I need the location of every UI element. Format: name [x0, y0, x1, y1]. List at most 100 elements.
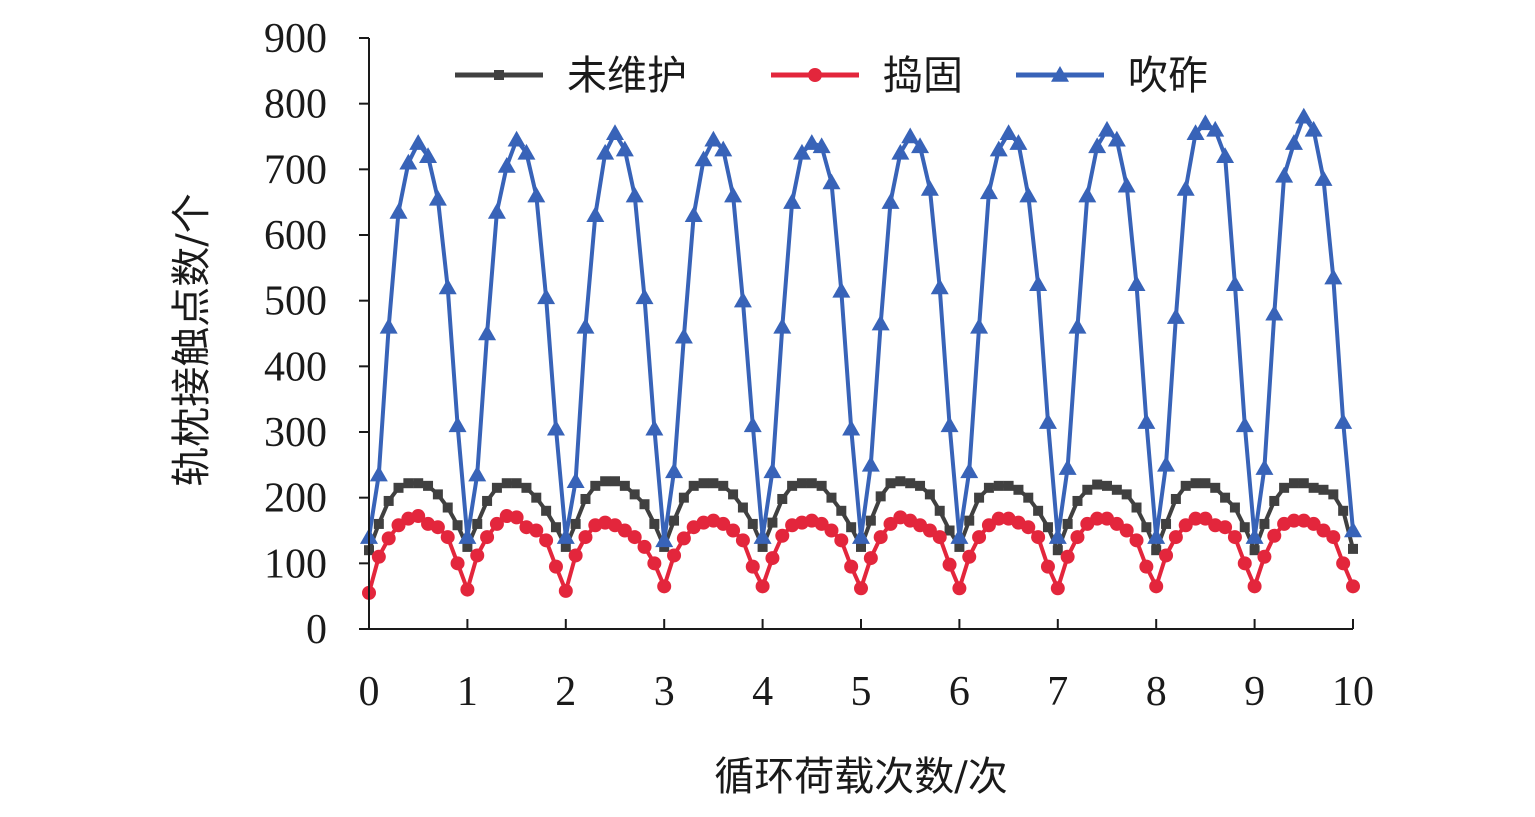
data-point — [765, 551, 780, 566]
data-point — [1348, 543, 1358, 554]
data-point — [1119, 523, 1134, 538]
data-point — [600, 476, 611, 487]
data-point — [1052, 545, 1063, 556]
y-ticks: 0 100 200 300 400 500 600 700 800 900 — [264, 16, 369, 653]
data-point — [981, 518, 996, 533]
x-tick-label: 8 — [1146, 669, 1167, 715]
data-point — [1013, 484, 1024, 495]
data-point — [1245, 528, 1264, 544]
data-point — [989, 140, 1008, 157]
data-point — [578, 530, 593, 545]
data-point — [669, 515, 680, 526]
data-point — [1304, 120, 1323, 137]
data-point — [1286, 513, 1301, 528]
data-point — [1117, 176, 1136, 193]
data-point — [1078, 186, 1097, 203]
data-point — [816, 480, 827, 491]
x-ticks: 0 1 2 3 4 5 6 7 8 9 10 — [359, 619, 1374, 715]
data-point — [728, 489, 739, 500]
plot-area — [360, 107, 1362, 600]
data-point — [430, 520, 445, 535]
data-point — [962, 549, 977, 564]
data-point — [1326, 530, 1341, 545]
data-point — [625, 186, 644, 203]
data-point — [714, 140, 733, 157]
data-point — [491, 482, 502, 493]
data-point — [846, 522, 857, 533]
data-point — [472, 518, 483, 529]
data-point — [558, 583, 573, 598]
data-point — [678, 492, 689, 503]
x-tick-label: 7 — [1047, 669, 1068, 715]
data-point — [1229, 502, 1240, 513]
data-point — [428, 189, 447, 206]
x-tick-label: 10 — [1332, 669, 1374, 715]
data-point — [1218, 520, 1233, 535]
data-point — [1038, 413, 1057, 429]
data-point — [726, 523, 741, 538]
x-tick-label: 6 — [949, 669, 970, 715]
data-point — [1168, 530, 1183, 545]
data-point — [891, 143, 910, 160]
data-point — [1210, 482, 1221, 493]
data-point — [954, 541, 965, 552]
data-point — [844, 559, 859, 574]
legend-label: 吹砟 — [1128, 53, 1208, 99]
data-point — [688, 480, 699, 491]
data-point — [885, 478, 896, 489]
data-point — [1170, 493, 1181, 504]
data-point — [1088, 137, 1107, 154]
data-point — [735, 533, 750, 548]
data-point — [627, 530, 642, 545]
data-point — [834, 533, 849, 548]
data-point — [1023, 492, 1034, 503]
data-point — [541, 505, 552, 516]
data-point — [478, 324, 497, 341]
data-point — [1149, 579, 1164, 594]
legend-label: 未维护 — [567, 53, 687, 99]
legend: 未维护 捣固 吹砟 — [455, 53, 1208, 99]
data-point — [757, 541, 768, 552]
series-3 — [360, 107, 1362, 548]
data-point — [580, 493, 591, 504]
data-point — [964, 515, 975, 526]
data-point — [403, 478, 414, 489]
data-point — [1314, 170, 1333, 186]
data-point — [915, 480, 926, 491]
data-point — [511, 478, 522, 489]
data-point — [517, 143, 536, 160]
data-point — [993, 480, 1004, 491]
data-point — [814, 516, 829, 531]
data-point — [747, 518, 758, 529]
data-point — [920, 180, 939, 196]
data-point — [489, 516, 504, 531]
data-point — [566, 472, 585, 488]
data-point — [1098, 120, 1116, 137]
data-point — [826, 492, 837, 503]
data-point — [548, 559, 563, 574]
data-point — [979, 183, 998, 200]
data-point — [617, 523, 632, 538]
data-point — [1157, 455, 1176, 472]
data-point — [639, 499, 650, 510]
data-point — [796, 478, 807, 489]
data-point — [1121, 489, 1132, 500]
data-point — [1346, 579, 1360, 594]
data-point — [812, 137, 831, 154]
data-point — [824, 523, 839, 538]
data-point — [708, 478, 719, 489]
data-point — [755, 579, 770, 594]
data-point — [576, 317, 595, 334]
data-point — [393, 482, 404, 493]
data-point — [733, 291, 752, 308]
y-tick-label: 200 — [264, 476, 327, 522]
data-point — [442, 502, 453, 513]
data-point — [1316, 523, 1331, 538]
legend-label: 捣固 — [883, 53, 963, 99]
x-tick-label: 1 — [457, 669, 478, 715]
data-point — [773, 317, 792, 334]
data-point — [423, 480, 434, 491]
y-tick-label: 0 — [306, 607, 327, 653]
data-point — [1068, 317, 1087, 334]
data-point — [539, 533, 554, 548]
